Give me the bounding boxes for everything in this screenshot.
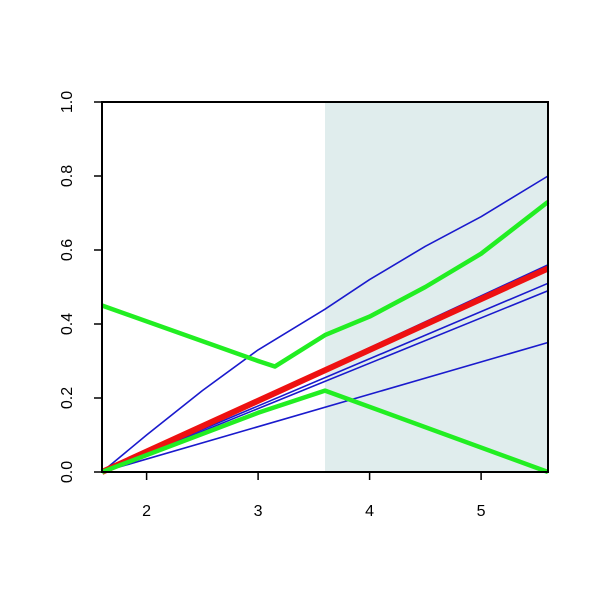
y-tick-label: 0.0 [59,461,76,483]
line [101,388,549,475]
y-tick-label: 1.0 [59,91,76,113]
plot-frame [101,101,549,473]
y-tick-label: 0.6 [59,239,76,261]
line [100,265,550,475]
x-tick-label: 2 [142,503,151,520]
y-tick-label: 0.2 [59,387,76,409]
x-tick-label: 4 [365,503,374,520]
line [101,341,549,473]
line [101,200,550,369]
x-tick-label: 3 [254,503,263,520]
y-tick-label: 0.8 [59,165,76,187]
y-tick-label: 0.4 [59,313,76,335]
line [101,175,549,473]
x-tick-label: 5 [477,503,486,520]
